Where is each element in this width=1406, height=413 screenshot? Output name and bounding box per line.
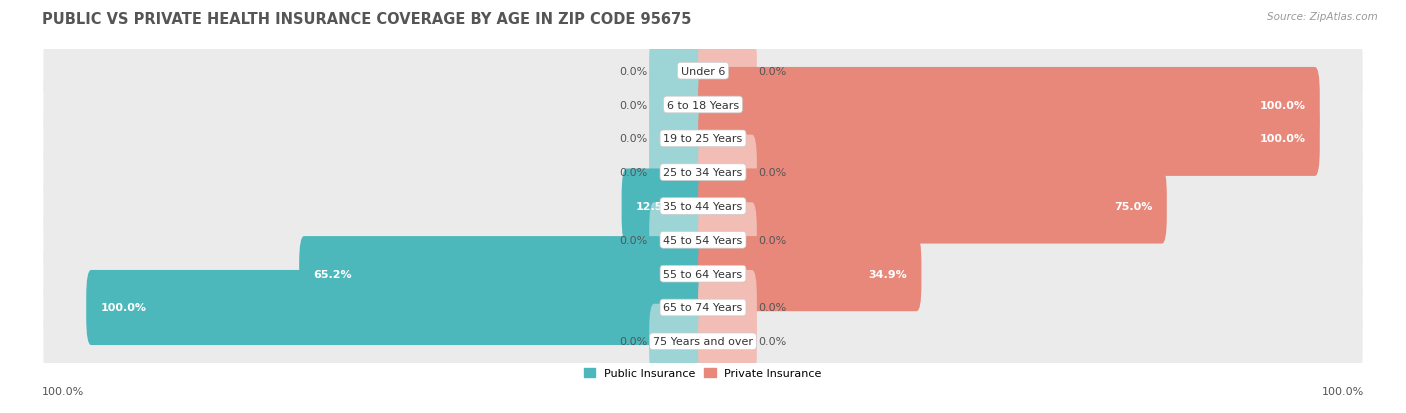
FancyBboxPatch shape <box>44 181 1362 232</box>
Text: Source: ZipAtlas.com: Source: ZipAtlas.com <box>1267 12 1378 22</box>
FancyBboxPatch shape <box>650 203 707 278</box>
FancyBboxPatch shape <box>621 169 707 244</box>
FancyBboxPatch shape <box>299 237 707 311</box>
Text: 19 to 25 Years: 19 to 25 Years <box>664 134 742 144</box>
Text: 0.0%: 0.0% <box>620 235 648 245</box>
Text: 0.0%: 0.0% <box>620 100 648 110</box>
FancyBboxPatch shape <box>699 135 756 210</box>
Text: 45 to 54 Years: 45 to 54 Years <box>664 235 742 245</box>
FancyBboxPatch shape <box>699 68 1320 143</box>
Text: 100.0%: 100.0% <box>100 303 146 313</box>
Text: 100.0%: 100.0% <box>1322 387 1364 396</box>
Text: 0.0%: 0.0% <box>758 168 786 178</box>
FancyBboxPatch shape <box>650 34 707 109</box>
FancyBboxPatch shape <box>699 34 756 109</box>
Text: 0.0%: 0.0% <box>758 303 786 313</box>
Text: 0.0%: 0.0% <box>620 134 648 144</box>
Text: 100.0%: 100.0% <box>42 387 84 396</box>
FancyBboxPatch shape <box>699 102 1320 176</box>
FancyBboxPatch shape <box>650 304 707 379</box>
FancyBboxPatch shape <box>699 169 1167 244</box>
FancyBboxPatch shape <box>650 68 707 143</box>
Text: 35 to 44 Years: 35 to 44 Years <box>664 202 742 211</box>
FancyBboxPatch shape <box>86 270 707 345</box>
Text: 75.0%: 75.0% <box>1115 202 1153 211</box>
Text: 55 to 64 Years: 55 to 64 Years <box>664 269 742 279</box>
Legend: Public Insurance, Private Insurance: Public Insurance, Private Insurance <box>579 364 827 383</box>
FancyBboxPatch shape <box>44 113 1362 165</box>
Text: 0.0%: 0.0% <box>758 235 786 245</box>
Text: 100.0%: 100.0% <box>1260 100 1306 110</box>
FancyBboxPatch shape <box>699 304 756 379</box>
Text: 6 to 18 Years: 6 to 18 Years <box>666 100 740 110</box>
Text: 65.2%: 65.2% <box>314 269 352 279</box>
Text: 0.0%: 0.0% <box>620 66 648 76</box>
FancyBboxPatch shape <box>699 270 756 345</box>
FancyBboxPatch shape <box>44 147 1362 198</box>
FancyBboxPatch shape <box>650 135 707 210</box>
FancyBboxPatch shape <box>44 316 1362 367</box>
Text: 0.0%: 0.0% <box>620 337 648 347</box>
Text: 0.0%: 0.0% <box>620 168 648 178</box>
FancyBboxPatch shape <box>699 203 756 278</box>
FancyBboxPatch shape <box>44 80 1362 131</box>
FancyBboxPatch shape <box>44 248 1362 300</box>
Text: 0.0%: 0.0% <box>758 337 786 347</box>
FancyBboxPatch shape <box>44 46 1362 97</box>
Text: 12.5%: 12.5% <box>636 202 675 211</box>
Text: PUBLIC VS PRIVATE HEALTH INSURANCE COVERAGE BY AGE IN ZIP CODE 95675: PUBLIC VS PRIVATE HEALTH INSURANCE COVER… <box>42 12 692 27</box>
Text: 34.9%: 34.9% <box>869 269 907 279</box>
FancyBboxPatch shape <box>699 237 921 311</box>
Text: 100.0%: 100.0% <box>1260 134 1306 144</box>
FancyBboxPatch shape <box>44 215 1362 266</box>
Text: 0.0%: 0.0% <box>758 66 786 76</box>
Text: 65 to 74 Years: 65 to 74 Years <box>664 303 742 313</box>
Text: 75 Years and over: 75 Years and over <box>652 337 754 347</box>
FancyBboxPatch shape <box>44 282 1362 333</box>
Text: 25 to 34 Years: 25 to 34 Years <box>664 168 742 178</box>
Text: Under 6: Under 6 <box>681 66 725 76</box>
FancyBboxPatch shape <box>650 102 707 176</box>
